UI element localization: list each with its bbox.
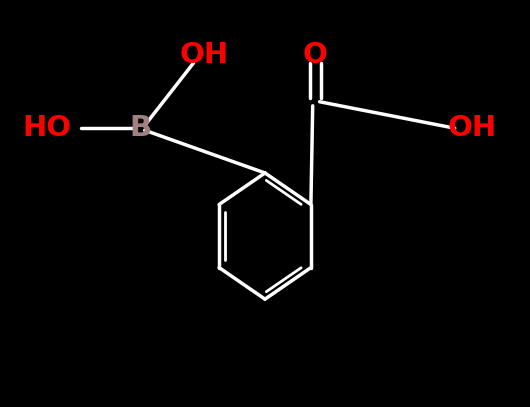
Text: O: O [303,41,328,69]
Text: OH: OH [180,41,228,69]
Text: OH: OH [447,114,496,142]
Text: HO: HO [22,114,71,142]
Text: B: B [129,114,152,142]
